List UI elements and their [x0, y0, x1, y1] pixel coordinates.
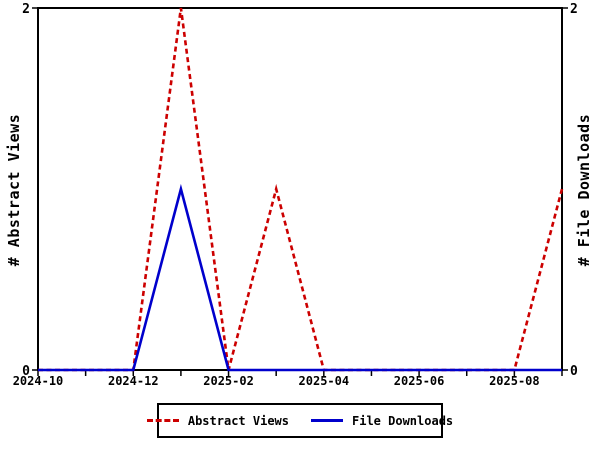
x-tick-label: 2025-06 [394, 374, 445, 388]
y-tick-label-left: 2 [22, 2, 30, 17]
legend-label-file-downloads: File Downloads [352, 413, 454, 428]
file-downloads-line [38, 183, 562, 372]
legend-item-abstract-views: Abstract Views [146, 413, 289, 428]
x-tick-label: 2024-12 [108, 374, 159, 388]
legend-label-abstract-views: Abstract Views [187, 413, 289, 428]
y-tick-label-right: 2 [570, 2, 578, 17]
abstract-views-line [38, 7, 564, 372]
x-tick-label: 2025-08 [489, 374, 540, 388]
x-tick-label: 2025-04 [299, 374, 350, 388]
legend-item-file-downloads: File Downloads [311, 414, 453, 428]
legend: Abstract Views File Downloads [146, 403, 453, 438]
abstract-views-line-sample [146, 419, 179, 422]
y-tick-label-right: 0 [570, 364, 578, 379]
file-downloads-line-sample [311, 419, 343, 422]
x-tick-label: 2024-10 [13, 374, 64, 388]
plot-frame [37, 7, 563, 371]
y-tick-label-left: 0 [22, 364, 30, 379]
x-tick-label: 2025-02 [203, 374, 254, 388]
